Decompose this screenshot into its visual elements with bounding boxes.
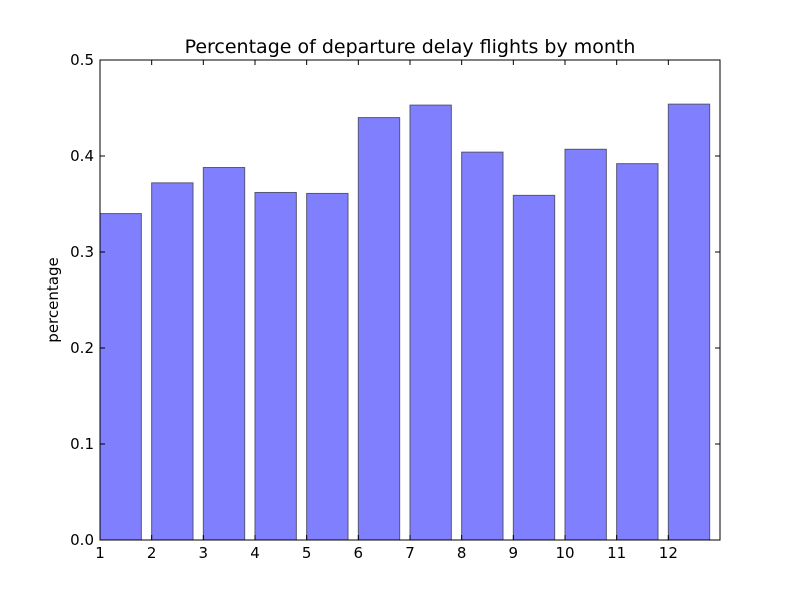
y-ticks-group: 0.0 0.1 0.2 0.3 0.4 0.5	[70, 51, 720, 549]
x-tick-label-5: 5	[302, 544, 312, 562]
x-tick-label-10: 10	[555, 544, 574, 562]
bar-month-10	[564, 148, 607, 541]
y-tick-label: 0.5	[70, 51, 94, 69]
y-tick-label: 0.3	[70, 243, 94, 261]
y-tick-label: 0.0	[70, 531, 94, 549]
x-tick-label-6: 6	[354, 544, 364, 562]
bar-month-5	[306, 192, 349, 541]
y-axis-label: percentage	[44, 257, 62, 342]
bar-month-11	[616, 163, 659, 541]
bar-month-8	[461, 151, 504, 541]
y-tick-label: 0.4	[70, 147, 94, 165]
chart-title: Percentage of departure delay flights by…	[185, 36, 636, 58]
bar-month-3	[202, 167, 246, 541]
x-tick-label-11: 11	[607, 544, 626, 562]
bar-month-2	[151, 182, 194, 541]
x-tick-label-3: 3	[199, 544, 209, 562]
x-tick-label-12: 12	[659, 544, 678, 562]
y-tick-label: 0.1	[70, 435, 94, 453]
x-tick-label-9: 9	[509, 544, 519, 562]
x-tick-label-8: 8	[457, 544, 467, 562]
x-tick-label-7: 7	[405, 544, 415, 562]
bar-month-1	[99, 213, 142, 541]
bars-group	[99, 103, 711, 541]
bar-month-6	[357, 117, 401, 541]
bar-month-12	[667, 103, 711, 541]
x-tick-label-4: 4	[250, 544, 260, 562]
bar-month-7	[409, 104, 452, 541]
y-tick-label: 0.2	[70, 339, 94, 357]
x-tick-label-1: 1	[95, 544, 105, 562]
plot-frame	[99, 59, 721, 541]
bar-month-4	[254, 191, 297, 541]
bar-month-9	[512, 194, 556, 541]
x-tick-label-2: 2	[147, 544, 157, 562]
